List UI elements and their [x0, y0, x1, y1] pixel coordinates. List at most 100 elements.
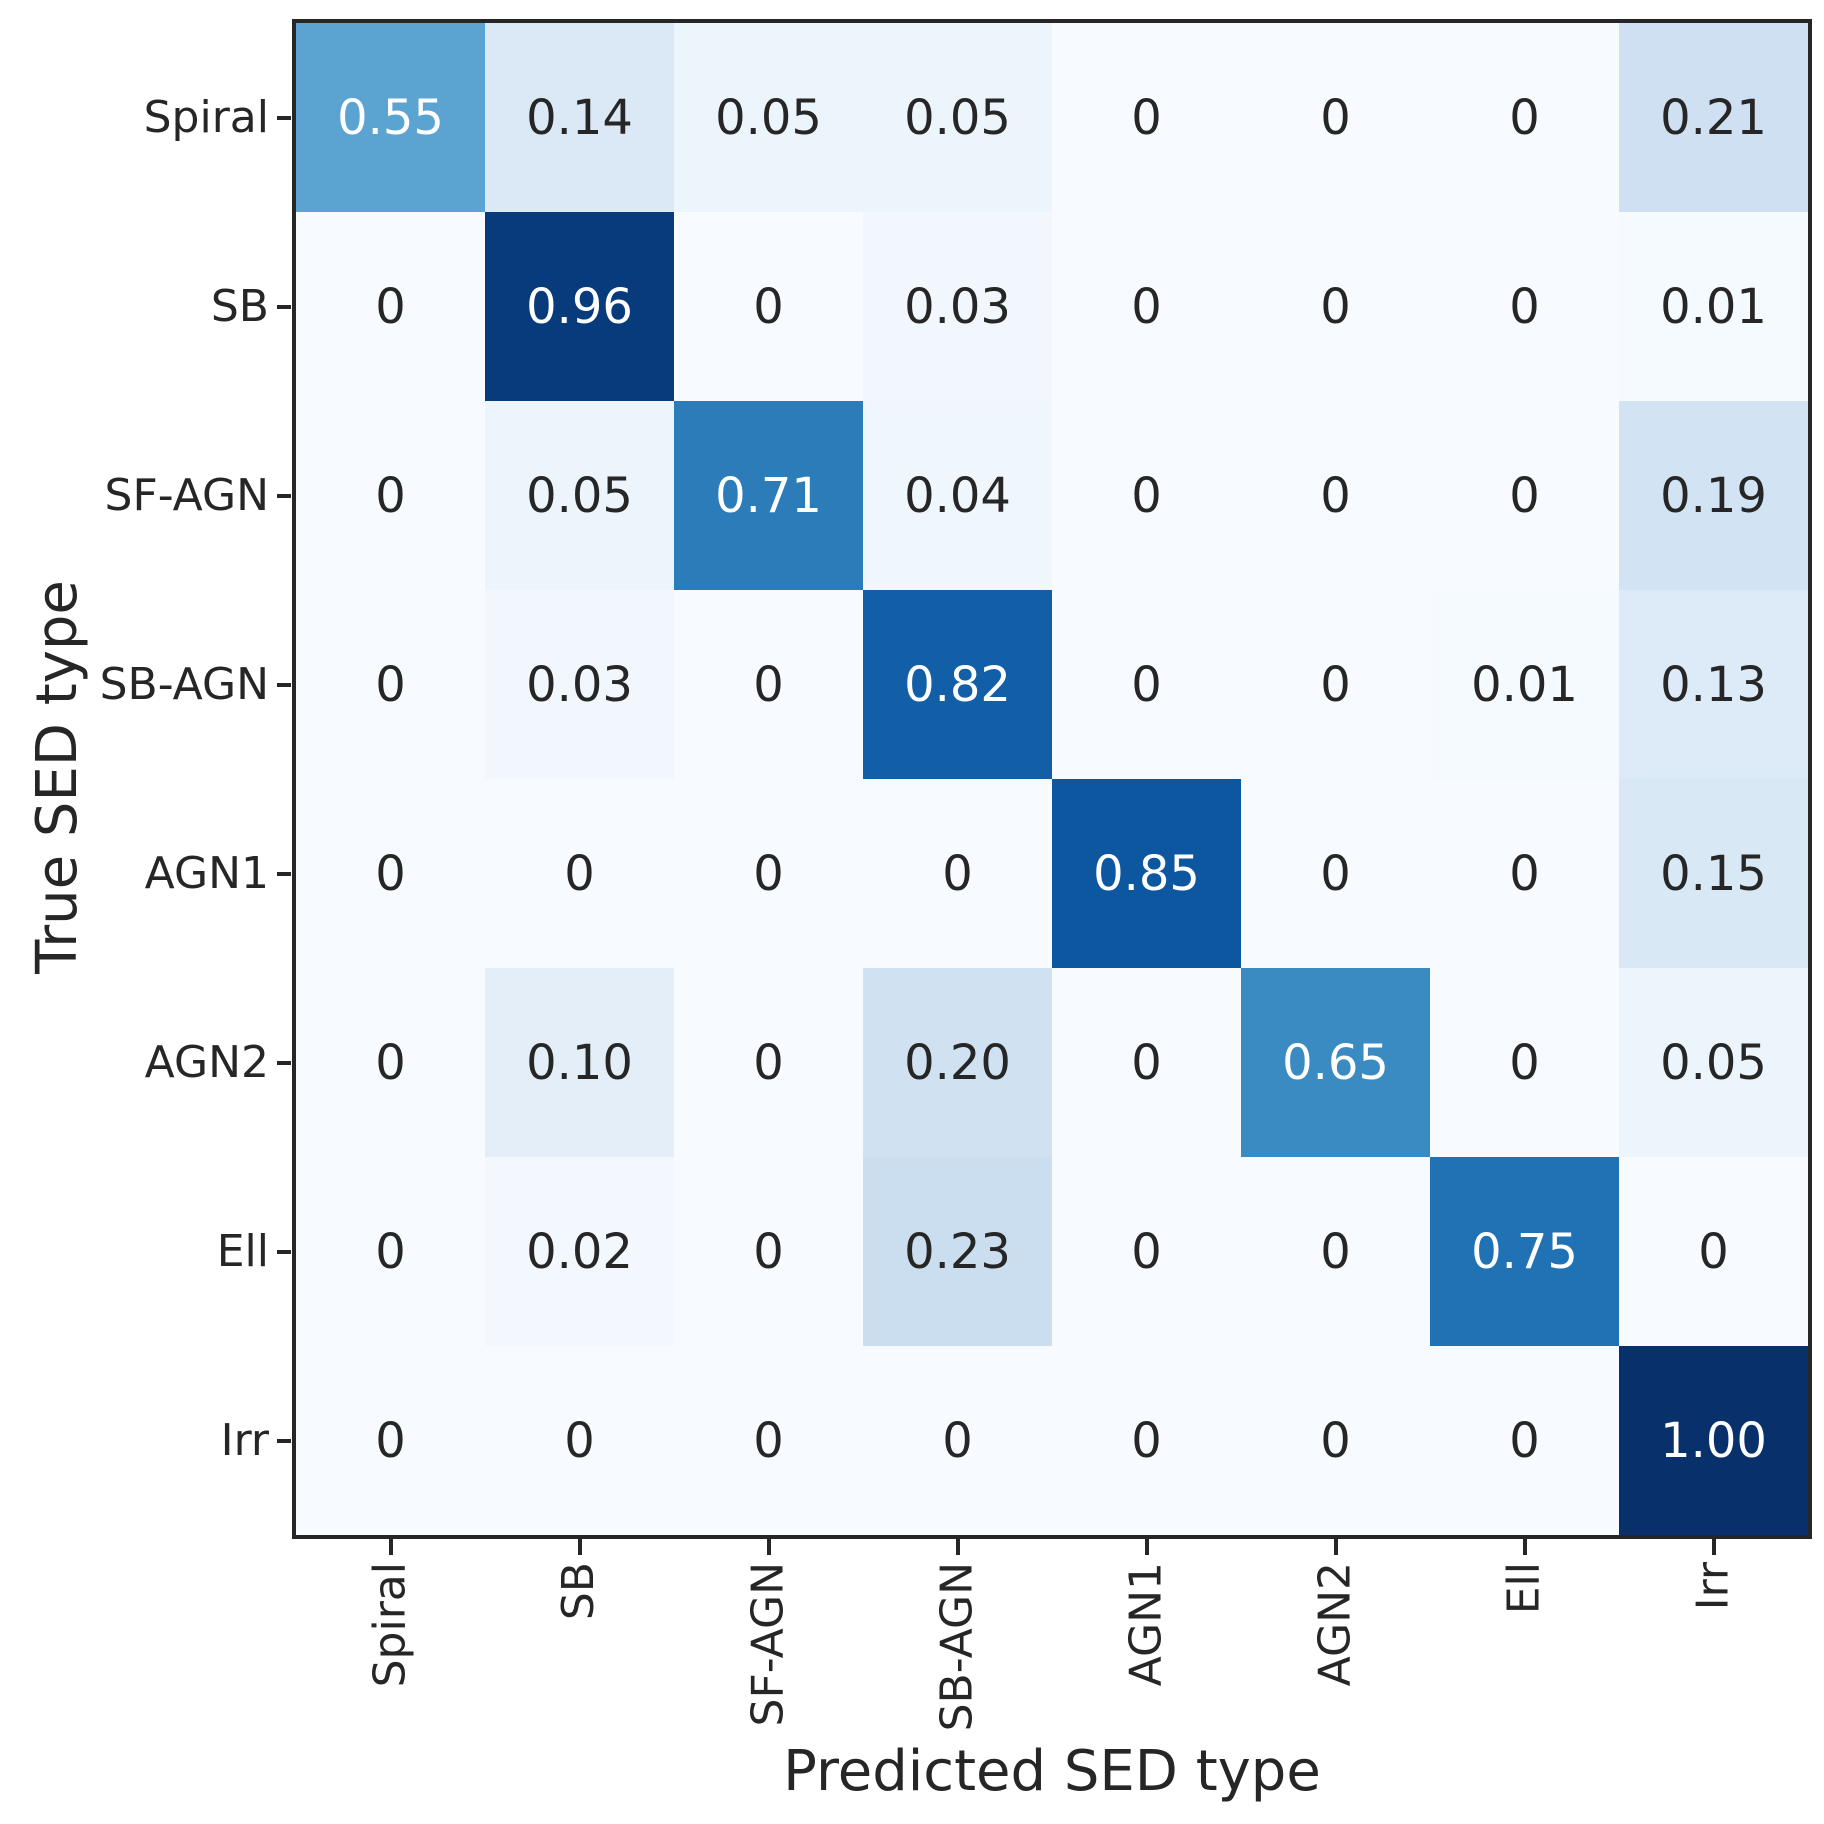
cell-value: 0.75: [1471, 1223, 1578, 1280]
cell-value: 0.01: [1660, 278, 1767, 335]
cell-value: 0: [1320, 1223, 1351, 1280]
cell-value: 0: [375, 1223, 406, 1280]
cell-value: 0: [1698, 1223, 1729, 1280]
y-tick-mark: [277, 493, 291, 498]
cell-value: 0: [1320, 89, 1351, 146]
heatmap-cell: 0: [674, 212, 863, 401]
cell-value: 0.21: [1660, 89, 1767, 146]
cell-value: 0: [1131, 278, 1162, 335]
heatmap-cell: 0: [1052, 401, 1241, 590]
heatmap-cell: 0.82: [863, 590, 1052, 779]
cell-value: 0: [1131, 1412, 1162, 1469]
cell-value: 0: [564, 845, 595, 902]
heatmap-cell: 0: [674, 1157, 863, 1346]
heatmap-cell: 0: [296, 1157, 485, 1346]
heatmap-cell: 0: [1619, 1157, 1808, 1346]
cell-value: 0.96: [526, 278, 633, 335]
cell-value: 0: [1509, 467, 1540, 524]
y-tick-label: Spiral: [143, 91, 269, 143]
heatmap-cell: 0.23: [863, 1157, 1052, 1346]
cell-value: 0: [1509, 278, 1540, 335]
heatmap-cell: 0.03: [863, 212, 1052, 401]
cell-value: 0.01: [1471, 656, 1578, 713]
y-tick-mark: [277, 1249, 291, 1254]
y-tick-label: SB: [210, 280, 269, 332]
cell-value: 0.20: [904, 1034, 1011, 1091]
cell-value: 0: [1509, 89, 1540, 146]
cell-value: 0: [375, 278, 406, 335]
heatmap-cell: 0: [674, 968, 863, 1157]
cell-value: 0: [1320, 656, 1351, 713]
heatmap-cell: 0.05: [863, 23, 1052, 212]
heatmap-cell: 0: [485, 1346, 674, 1535]
heatmap-grid: 0.55 0.14 0.05 0.05 0 0 0 0.21 0 0.96 0 0.03 0 0 0 0.01…: [292, 19, 1812, 1539]
x-tick-label: AGN1: [1120, 1562, 1172, 1687]
heatmap-cell: 0.03: [485, 590, 674, 779]
heatmap-cell: 0: [1241, 590, 1430, 779]
cell-value: 0.23: [904, 1223, 1011, 1280]
cell-value: 0.19: [1660, 467, 1767, 524]
heatmap-cell: 0.20: [863, 968, 1052, 1157]
heatmap-cell: 0: [674, 779, 863, 968]
y-tick-mark: [277, 682, 291, 687]
heatmap-cell: 0: [674, 590, 863, 779]
heatmap-cell: 0: [1430, 1346, 1619, 1535]
cell-value: 0: [942, 1412, 973, 1469]
heatmap-cell: 0: [485, 779, 674, 968]
cell-value: 0: [375, 845, 406, 902]
cell-value: 0: [753, 278, 784, 335]
heatmap-cell: 0: [1241, 401, 1430, 590]
x-tick-label: SF-AGN: [742, 1562, 794, 1727]
y-tick-label: SB-AGN: [99, 658, 269, 710]
cell-value: 0: [375, 1412, 406, 1469]
heatmap-cell: 0.19: [1619, 401, 1808, 590]
y-tick-mark: [277, 871, 291, 876]
heatmap-cell: 0: [296, 590, 485, 779]
cell-value: 0: [1320, 467, 1351, 524]
y-tick-label: Ell: [216, 1225, 269, 1277]
cell-value: 0.13: [1660, 656, 1767, 713]
cell-value: 0: [1131, 656, 1162, 713]
cell-value: 0.55: [337, 89, 444, 146]
heatmap-cell: 0: [1052, 590, 1241, 779]
heatmap-cell: 0.05: [674, 23, 863, 212]
heatmap-cell: 0.10: [485, 968, 674, 1157]
heatmap-cell: 0: [1241, 1346, 1430, 1535]
cell-value: 1.00: [1660, 1412, 1767, 1469]
heatmap-cell: 0.01: [1430, 590, 1619, 779]
cell-value: 0: [375, 656, 406, 713]
heatmap-cell: 0: [1430, 23, 1619, 212]
x-tick-mark: [1711, 1539, 1716, 1555]
heatmap-cell: 0: [674, 1346, 863, 1535]
heatmap-cell: 0.55: [296, 23, 485, 212]
heatmap-cell: 0: [1430, 779, 1619, 968]
x-tick-label: AGN2: [1309, 1562, 1361, 1687]
heatmap-cell: 0: [1430, 401, 1619, 590]
heatmap-cell: 0.05: [1619, 968, 1808, 1157]
heatmap-cell: 0.04: [863, 401, 1052, 590]
heatmap-cell: 0: [1052, 1346, 1241, 1535]
heatmap-cell: 0.75: [1430, 1157, 1619, 1346]
cell-value: 0.10: [526, 1034, 633, 1091]
y-tick-mark: [277, 304, 291, 309]
cell-value: 0: [942, 845, 973, 902]
heatmap-cell: 0.15: [1619, 779, 1808, 968]
x-tick-mark: [388, 1539, 393, 1555]
heatmap-cell: 0: [1052, 23, 1241, 212]
heatmap-cell: 0: [296, 779, 485, 968]
heatmap-cell: 0.13: [1619, 590, 1808, 779]
x-tick-label: Spiral: [364, 1562, 416, 1688]
cell-value: 0: [753, 1034, 784, 1091]
cell-value: 0.05: [526, 467, 633, 524]
heatmap-cell: 0.85: [1052, 779, 1241, 968]
y-tick-label: Irr: [220, 1414, 269, 1466]
heatmap-cell: 0: [296, 968, 485, 1157]
cell-value: 0.15: [1660, 845, 1767, 902]
cell-value: 0.03: [904, 278, 1011, 335]
heatmap-cell: 0: [1052, 1157, 1241, 1346]
heatmap-cell: 0: [863, 1346, 1052, 1535]
x-tick-label: Ell: [1498, 1562, 1550, 1615]
cell-value: 0: [753, 1412, 784, 1469]
x-tick-mark: [1333, 1539, 1338, 1555]
